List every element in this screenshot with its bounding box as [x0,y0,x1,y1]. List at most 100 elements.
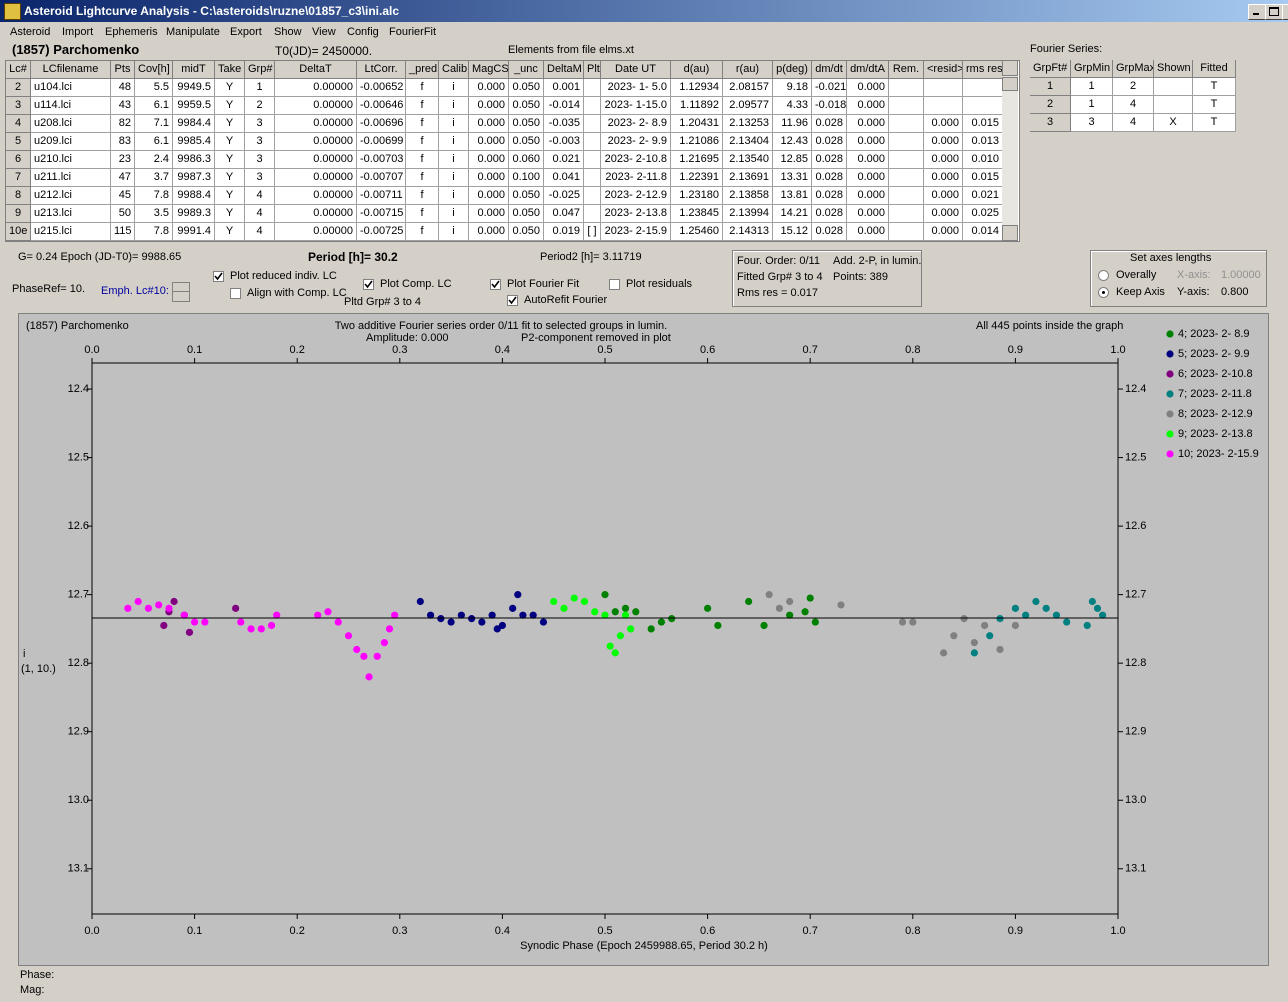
checkbox-label: Plot residuals [626,278,693,290]
table-cell: 0.025 [963,205,1003,223]
checkbox[interactable] [490,279,501,290]
radio-button[interactable] [1098,287,1109,298]
axes-box [1090,250,1267,307]
table-cell: u212.lci [31,187,111,205]
table-cell: u114.lci [31,97,111,115]
y-tick-label: 12.4 [68,383,89,395]
x-axis-label: Synodic Phase (Epoch 2459988.65, Period … [520,940,768,952]
data-point [601,611,609,619]
table-cell: T [1193,114,1236,132]
table-cell: 0.000 [924,223,963,241]
checkbox-label: Plot Fourier Fit [507,278,580,290]
table-cell: 0.021 [963,187,1003,205]
maximize-button[interactable] [1265,4,1283,20]
checkbox[interactable] [507,295,518,306]
data-point [950,632,958,640]
table-cell: u208.lci [31,115,111,133]
table-cell: 13.31 [773,169,812,187]
menu-item[interactable]: Asteroid [10,26,51,38]
y-tick-label: 12.9 [68,726,89,738]
row-header: 1 [1030,78,1071,96]
close-button[interactable] [1282,4,1288,20]
x-tick-label: 0.0 [84,925,99,937]
table-cell: 82 [111,115,135,133]
period: Period [h]= 30.2 [308,250,398,264]
fit-box [732,250,922,307]
data-point [124,604,132,612]
table-cell: 0.021 [544,151,584,169]
data-point [201,618,209,626]
checkbox[interactable] [609,279,620,290]
table-cell: 0.000 [847,97,889,115]
table-cell: Y [215,187,245,205]
plot-frame [91,362,1119,915]
data-point [806,594,814,602]
menu-item[interactable]: Manipulate [166,26,220,38]
legend-label: 4; 2023- 2- 8.9 [1178,328,1250,340]
table-cell: -0.00703 [357,151,406,169]
menu-item[interactable]: Import [62,26,94,38]
table-cell: 2023- 2- 9.9 [601,133,671,151]
table-cell: -0.025 [544,187,584,205]
table-cell: 1.22391 [671,169,723,187]
table-cell: -0.00652 [357,79,406,97]
minimize-button[interactable] [1248,4,1266,20]
table-cell: 0.00000 [275,97,357,115]
data-point [627,625,635,633]
menu-item[interactable]: Show [274,26,302,38]
table-cell: i [439,169,469,187]
table-cell: u215.lci [31,223,111,241]
radio-button[interactable] [1098,270,1109,281]
checkbox[interactable] [230,288,241,299]
table-cell: 3 [245,133,275,151]
data-point [385,625,394,633]
column-header: GrpFt# [1030,60,1071,78]
data-point [498,621,506,630]
data-point [155,601,163,609]
data-point [1011,604,1020,612]
legend-label: 8; 2023- 2-12.9 [1178,408,1253,420]
table-cell: f [406,169,439,187]
table-cell: u210.lci [31,151,111,169]
data-point [232,604,240,612]
table-cell: -0.00696 [357,115,406,133]
data-point [353,645,361,654]
table-cell: 1 [1071,78,1113,96]
table-cell [889,169,924,187]
table-cell [584,97,601,115]
scrollbar[interactable] [1002,60,1018,241]
table-cell: 1.23180 [671,187,723,205]
spin-button[interactable] [172,282,190,302]
menu-item[interactable]: FourierFit [389,26,437,38]
fourier-table: GrpFt# GrpMin GrpMax Shown Fitted 1 1 2 T 2 1 4 T 3 3 4… [1030,60,1236,132]
table-cell: 2.4 [135,151,173,169]
table-cell: 2.13691 [723,169,773,187]
data-point [621,611,630,619]
menu-item[interactable]: Export [230,26,262,38]
table-cell: 2.13404 [723,133,773,151]
app-icon [4,3,21,20]
plot-panel: (1857) Parchomenko Two additive Fourier … [18,313,1269,966]
table-cell: 2.09577 [723,97,773,115]
table-cell: 0.00000 [275,133,357,151]
table-cell: 115 [111,223,135,241]
menu-item[interactable]: Ephemeris [105,26,158,38]
data-point [360,652,368,660]
checkbox[interactable] [363,279,374,290]
data-point [939,649,948,657]
table-cell: 9959.5 [173,97,215,115]
table-cell: 2023- 2-12.9 [601,187,671,205]
table-cell: 0.050 [509,223,544,241]
radio-label: Overally [1116,269,1157,281]
x-axis-label: X-axis: [1177,269,1211,281]
table-cell: 0.000 [469,187,509,205]
table-cell: 0.000 [847,169,889,187]
data-point [606,642,614,650]
table-cell: 12.85 [773,151,812,169]
checkbox[interactable] [213,271,224,282]
menu-item[interactable]: Config [347,26,379,38]
table-cell: 0.013 [963,133,1003,151]
menu-item[interactable]: View [312,26,336,38]
data-point [960,615,968,623]
table-cell: 0.041 [544,169,584,187]
